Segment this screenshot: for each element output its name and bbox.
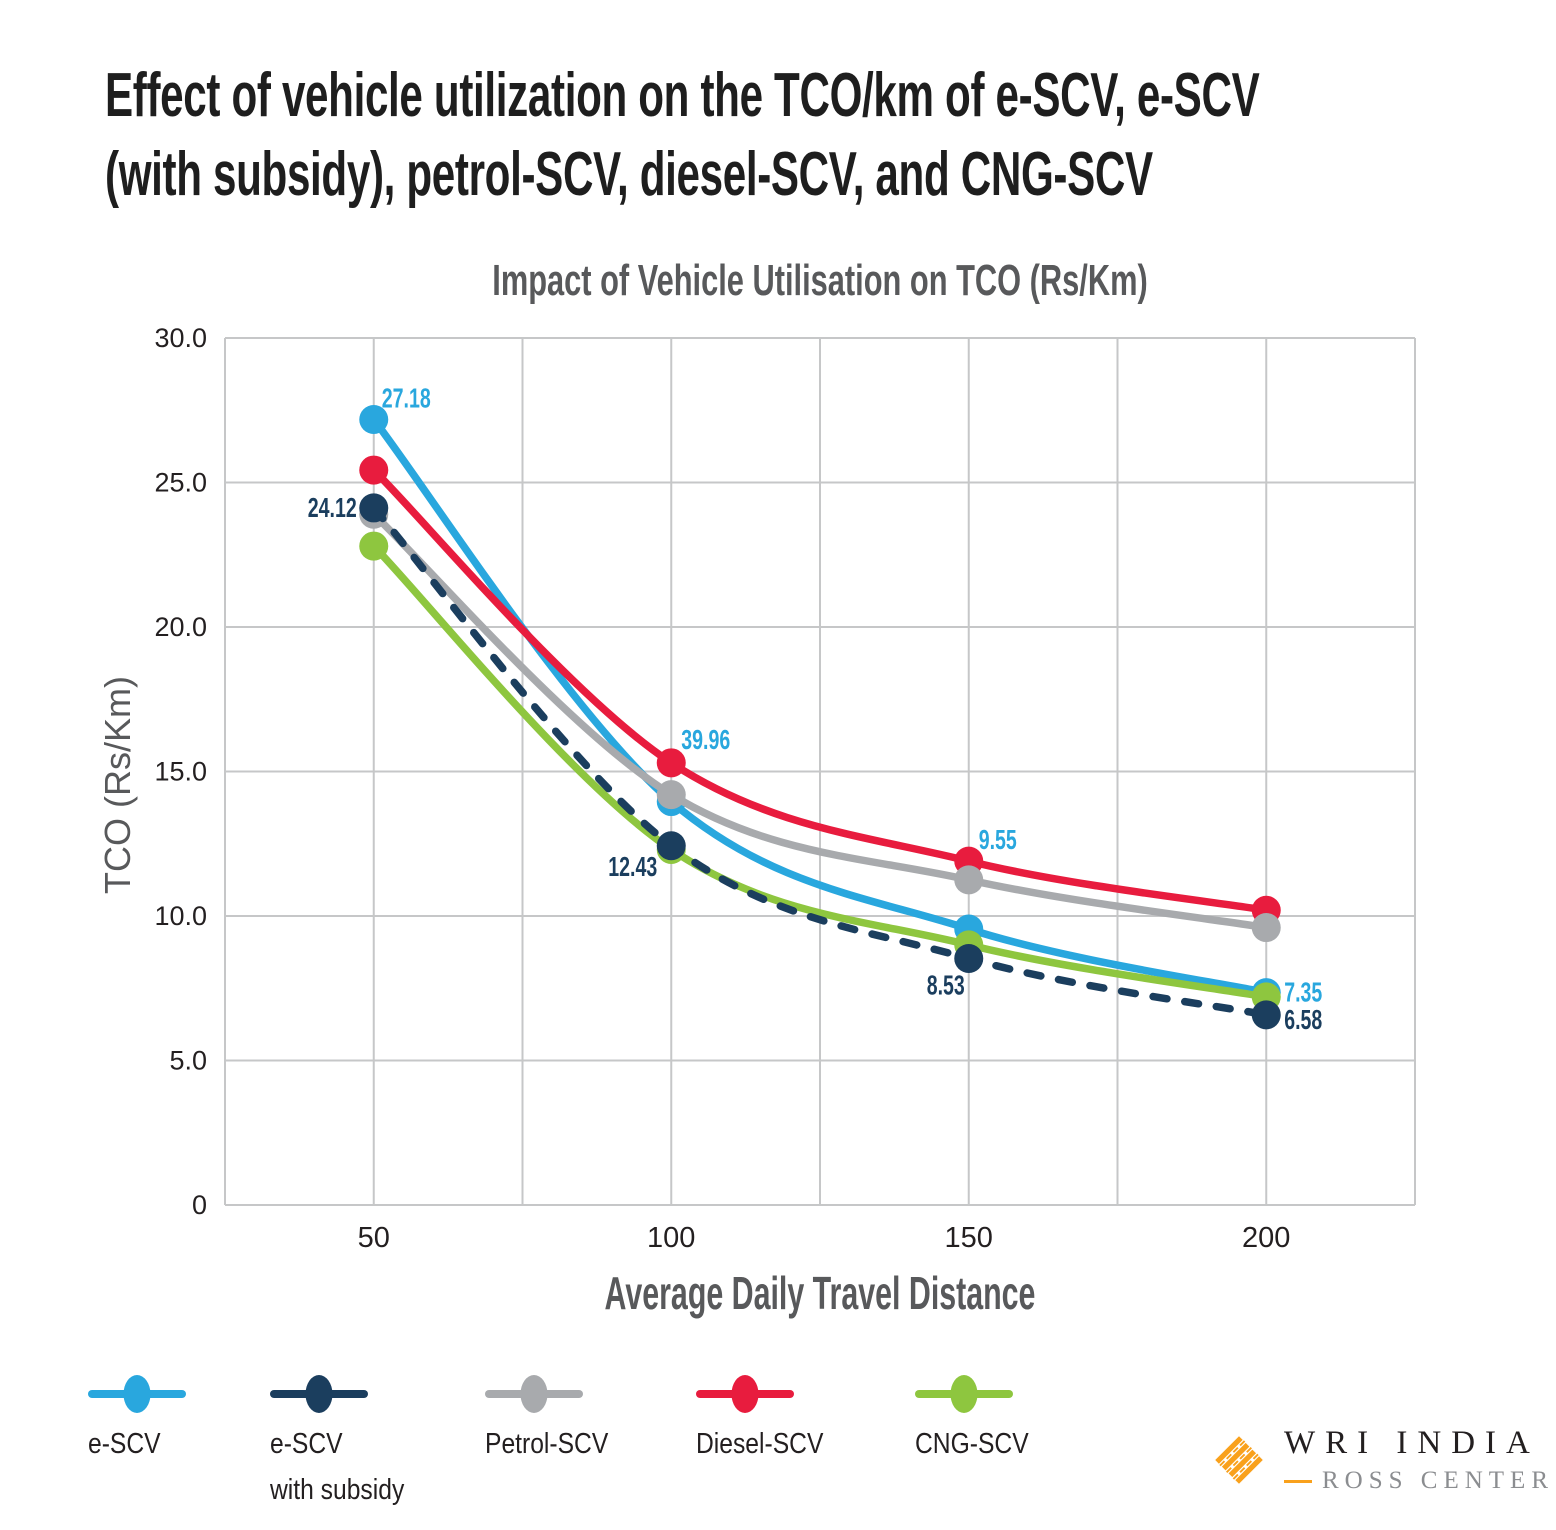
data-point-e_scv (359, 404, 389, 434)
page-title: Effect of vehicle utilization on the TCO… (105, 56, 1260, 214)
legend-item-e_scv_subsidy: e-SCV with subsidy (270, 1375, 428, 1513)
series-e_scv_subsidy (359, 493, 1281, 1030)
y-tick-label: 10.0 (154, 901, 207, 931)
legend: e-SCV e-SCV with subsidy Petrol-SCV Diesel-S… (0, 1375, 1556, 1525)
wri-logo-title: WRI INDIA (1284, 1425, 1540, 1461)
page-title-line1: Effect of vehicle utilization on the TCO… (105, 61, 1260, 130)
legend-marker-icon (270, 1375, 368, 1413)
legend-label: e-SCV with subsidy (270, 1428, 405, 1506)
series-petrol (359, 499, 1281, 943)
y-tick-label: 20.0 (154, 612, 207, 642)
data-point-petrol (1251, 913, 1281, 943)
legend-marker-icon (696, 1375, 794, 1413)
y-tick-label: 0 (192, 1190, 207, 1220)
x-tick-label: 200 (1242, 1222, 1290, 1254)
point-label: 6.58 (1284, 1004, 1322, 1035)
wri-logo-mark-icon (1213, 1434, 1265, 1486)
data-point-diesel (359, 455, 389, 485)
wri-logo: WRI INDIA ROSS CENTER (1210, 1425, 1554, 1495)
legend-label: CNG-SCV (915, 1428, 1029, 1460)
data-point-cng (359, 531, 389, 561)
data-point-petrol (656, 780, 686, 810)
point-label: 7.35 (1284, 977, 1322, 1008)
point-label: 12.43 (608, 851, 657, 882)
line-chart: 0 5.0 10.0 15.0 20.0 25.0 30.0 50 100 150 200 27.18… (154, 323, 1416, 1254)
legend-marker-icon (915, 1375, 1013, 1413)
data-point-diesel (656, 748, 686, 778)
legend-marker-icon (88, 1375, 186, 1413)
point-label: 24.12 (308, 492, 357, 523)
y-tick-label: 25.0 (154, 468, 207, 498)
legend-item-diesel: Diesel-SCV (696, 1375, 846, 1467)
point-label: 39.96 (681, 724, 730, 755)
series-line-e_scv (370, 417, 1268, 997)
legend-label: Diesel-SCV (696, 1428, 824, 1460)
y-tick-label: 30.0 (154, 323, 207, 353)
data-point-e_scv_subsidy (1251, 1000, 1281, 1030)
legend-marker-icon (485, 1375, 583, 1413)
x-tick-label: 50 (358, 1222, 390, 1254)
legend-label: Petrol-SCV (485, 1428, 609, 1460)
legend-label: e-SCV (88, 1428, 161, 1460)
page-title-line2: (with subsidy), petrol-SCV, diesel-SCV, … (105, 140, 1153, 209)
series-line-petrol (371, 511, 1267, 932)
legend-item-e_scv: e-SCV (88, 1375, 186, 1467)
data-point-e_scv_subsidy (359, 493, 389, 523)
wri-logo-dash (1284, 1479, 1312, 1483)
legend-item-cng: CNG-SCV (915, 1375, 1049, 1467)
point-label: 27.18 (382, 382, 431, 413)
series-line-cng (371, 543, 1267, 1001)
y-tick-label: 15.0 (154, 757, 207, 787)
grid (224, 337, 1416, 1206)
x-axis-title: Average Daily Travel Distance (604, 1267, 1036, 1319)
data-point-e_scv_subsidy (954, 943, 984, 973)
chart-title: Impact of Vehicle Utilisation on TCO (Rs… (492, 256, 1148, 305)
point-label: 9.55 (979, 824, 1017, 855)
y-tick-label: 5.0 (169, 1046, 207, 1076)
y-axis-title: TCO (Rs/Km) (97, 676, 138, 894)
series-line-diesel (371, 467, 1267, 914)
wri-logo-subtitle: ROSS CENTER (1322, 1467, 1555, 1494)
x-tick-label: 100 (647, 1222, 695, 1254)
data-point-e_scv_subsidy (656, 831, 686, 861)
point-label: 8.53 (927, 969, 965, 1000)
wri-logo-text: WRI INDIA ROSS CENTER (1284, 1425, 1554, 1495)
legend-item-petrol: Petrol-SCV (485, 1375, 630, 1467)
x-tick-label: 150 (945, 1222, 993, 1254)
data-point-petrol (954, 865, 984, 895)
series-line-e_scv_subsidy (370, 504, 1270, 1019)
